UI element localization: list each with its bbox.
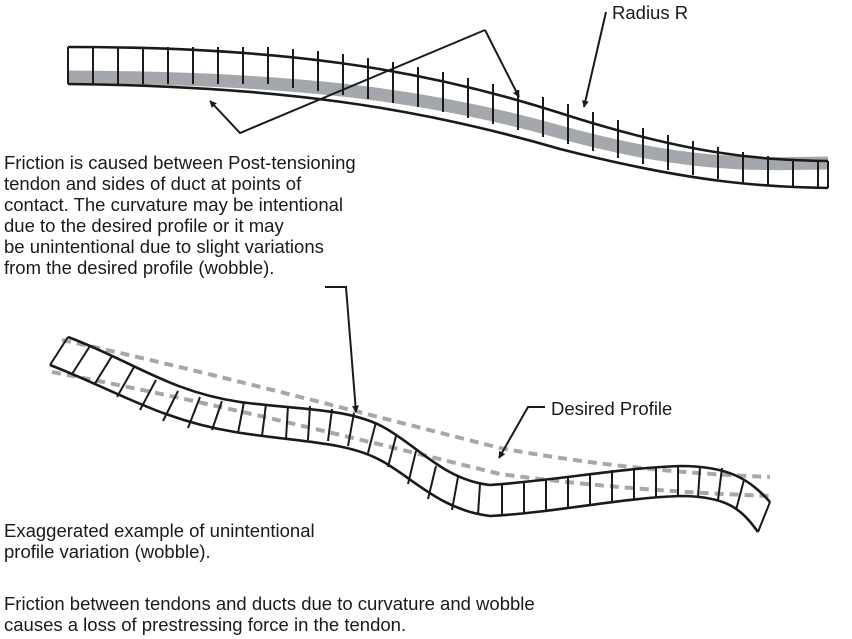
bottom-duct bbox=[49, 335, 771, 533]
desired-profile-lines bbox=[51, 338, 771, 498]
contact-arrow-left bbox=[209, 29, 486, 135]
friction-line: Friction is caused between Post-tensioni… bbox=[4, 152, 356, 173]
top-duct-lower-wall bbox=[67, 82, 829, 190]
friction-line: tendon and sides of duct at points of bbox=[4, 173, 302, 194]
wobble-arrow bbox=[325, 286, 359, 413]
friction-line: from the desired profile (wobble). bbox=[4, 257, 275, 278]
bottom-duct-upper-wall bbox=[67, 335, 771, 503]
summary-caption: Friction between tendons and ducts due t… bbox=[4, 593, 535, 635]
top-duct-upper-wall bbox=[67, 45, 829, 163]
bottom-duct-corrugations bbox=[49, 336, 771, 533]
friction-explanation: Friction is caused between Post-tensioni… bbox=[4, 152, 356, 278]
friction-line: be unintentional due to slight variation… bbox=[4, 236, 324, 257]
summary-line: Friction between tendons and ducts due t… bbox=[4, 593, 535, 614]
desired-profile-upper-dashed bbox=[51, 370, 771, 498]
top-duct-corrugations bbox=[67, 47, 829, 188]
top-tendon bbox=[67, 70, 829, 171]
desired-profile-lower-dashed bbox=[61, 338, 771, 479]
contact-arrow-right bbox=[484, 29, 520, 98]
summary-line: causes a loss of prestressing force in t… bbox=[4, 614, 407, 635]
wobble-line: Exaggerated example of unintentional bbox=[4, 520, 315, 541]
radius-label: Radius R bbox=[612, 2, 689, 23]
radius-arrow bbox=[582, 11, 607, 108]
friction-line: contact. The curvature may be intentiona… bbox=[4, 194, 344, 215]
bottom-duct-lower-wall bbox=[49, 363, 760, 533]
desired-profile-arrow bbox=[498, 406, 545, 459]
leader-arrows bbox=[209, 11, 607, 459]
wobble-caption: Exaggerated example of unintentional pro… bbox=[4, 520, 315, 562]
friction-line: due to the desired profile or it may bbox=[4, 215, 284, 236]
wobble-line: profile variation (wobble). bbox=[4, 541, 211, 562]
top-duct bbox=[67, 45, 829, 190]
desired-profile-label: Desired Profile bbox=[551, 398, 673, 419]
